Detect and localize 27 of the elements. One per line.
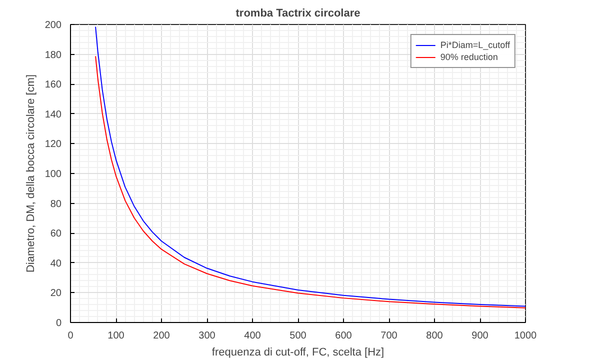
x-tick-label: 900: [472, 330, 489, 342]
x-tick-label: 500: [290, 330, 307, 342]
x-tick-label: 800: [426, 330, 444, 342]
legend-label: 90% reduction: [440, 51, 498, 63]
chart-title: tromba Tactrix circolare: [236, 8, 360, 20]
y-tick-label: 40: [50, 258, 62, 270]
y-tick-label: 120: [44, 139, 62, 150]
x-tick-label: 1000: [514, 330, 538, 342]
y-tick-label: 140: [44, 109, 62, 120]
x-tick-label: 700: [380, 330, 398, 342]
x-tick-label: 0: [68, 330, 74, 342]
y-tick-label: 60: [50, 228, 62, 240]
x-tick-label: 200: [153, 330, 170, 342]
y-tick-label: 100: [44, 169, 62, 180]
x-axis-title: frequenza di cut-off, FC, scelta [Hz]: [212, 346, 384, 358]
y-tick-label: 160: [44, 80, 62, 91]
y-axis-title: Diametro, DM, della bocca circolare [cm]: [24, 74, 37, 273]
x-tick-label: 400: [244, 330, 262, 342]
x-tick-label: 100: [108, 330, 125, 342]
y-tick-label: 80: [50, 198, 62, 210]
x-tick-label: 600: [335, 330, 352, 342]
y-tick-label: 0: [56, 318, 62, 329]
y-tick-label: 200: [44, 20, 62, 31]
y-tick-label: 180: [44, 50, 62, 61]
y-tick-label: 20: [50, 288, 62, 300]
legend-label: Pi*Diam=L_cutoff: [440, 39, 510, 51]
x-tick-label: 300: [198, 330, 216, 342]
